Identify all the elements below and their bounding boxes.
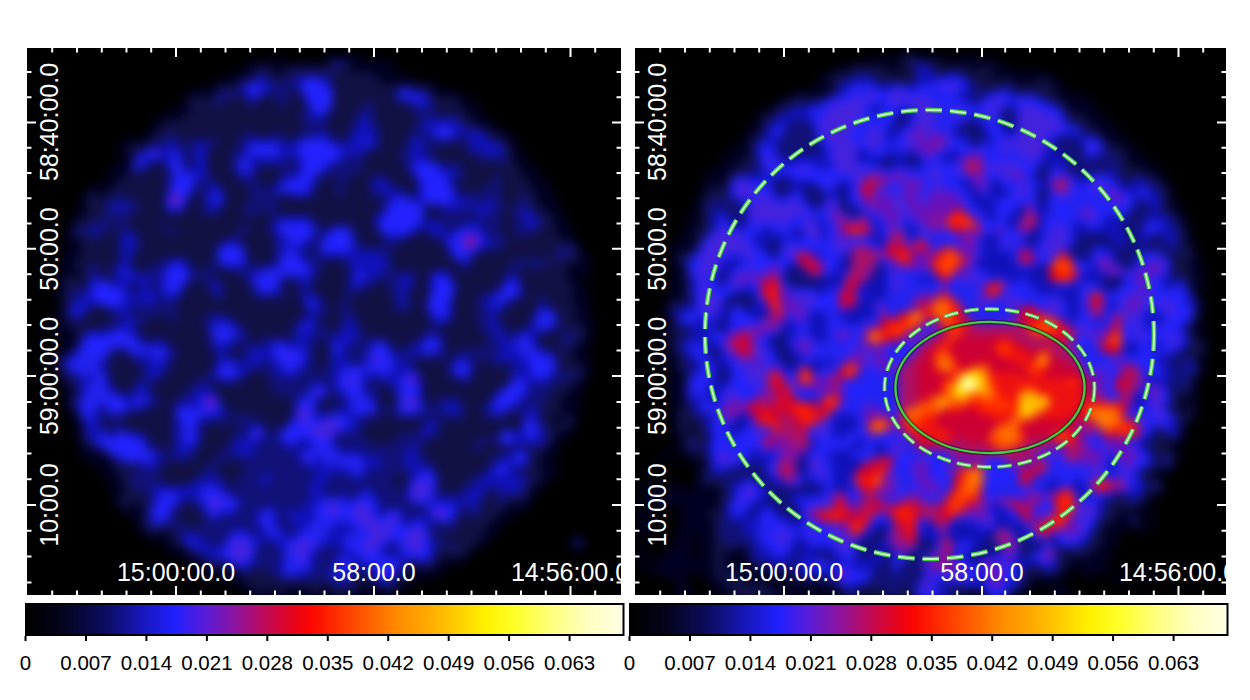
svg-text:0.007: 0.007 xyxy=(664,651,715,674)
svg-text:10:00.0: 10:00.0 xyxy=(643,463,671,546)
svg-text:10:00.0: 10:00.0 xyxy=(35,463,63,546)
svg-text:0.014: 0.014 xyxy=(725,651,776,674)
svg-text:58:00.0: 58:00.0 xyxy=(940,558,1023,586)
svg-text:0: 0 xyxy=(624,651,635,674)
svg-text:0.042: 0.042 xyxy=(363,651,414,674)
svg-text:14:56:00.0: 14:56:00.0 xyxy=(511,558,629,586)
svg-text:0.063: 0.063 xyxy=(544,651,595,674)
svg-text:14:56:00.0: 14:56:00.0 xyxy=(1119,558,1237,586)
svg-text:0.028: 0.028 xyxy=(242,651,293,674)
svg-text:58:40:00.0: 58:40:00.0 xyxy=(643,63,671,181)
svg-text:0.049: 0.049 xyxy=(1027,651,1078,674)
svg-text:50:00.0: 50:00.0 xyxy=(643,207,671,290)
svg-text:0.049: 0.049 xyxy=(423,651,474,674)
svg-text:0.014: 0.014 xyxy=(121,651,172,674)
svg-text:0.042: 0.042 xyxy=(967,651,1018,674)
svg-text:15:00:00.0: 15:00:00.0 xyxy=(725,558,843,586)
svg-text:0.021: 0.021 xyxy=(785,651,836,674)
svg-text:0.021: 0.021 xyxy=(181,651,232,674)
svg-text:15:00:00.0: 15:00:00.0 xyxy=(117,558,235,586)
svg-text:0.063: 0.063 xyxy=(1148,651,1199,674)
svg-text:50:00.0: 50:00.0 xyxy=(35,207,63,290)
svg-text:58:00.0: 58:00.0 xyxy=(332,558,415,586)
svg-text:58:40:00.0: 58:40:00.0 xyxy=(35,63,63,181)
svg-text:59:00:00.0: 59:00:00.0 xyxy=(35,317,63,435)
svg-text:0: 0 xyxy=(20,651,31,674)
svg-text:0.028: 0.028 xyxy=(846,651,897,674)
svg-text:0.056: 0.056 xyxy=(1087,651,1138,674)
svg-text:0.056: 0.056 xyxy=(483,651,534,674)
svg-text:0.035: 0.035 xyxy=(906,651,957,674)
svg-text:0.035: 0.035 xyxy=(302,651,353,674)
svg-text:0.007: 0.007 xyxy=(60,651,111,674)
svg-text:59:00:00.0: 59:00:00.0 xyxy=(643,317,671,435)
